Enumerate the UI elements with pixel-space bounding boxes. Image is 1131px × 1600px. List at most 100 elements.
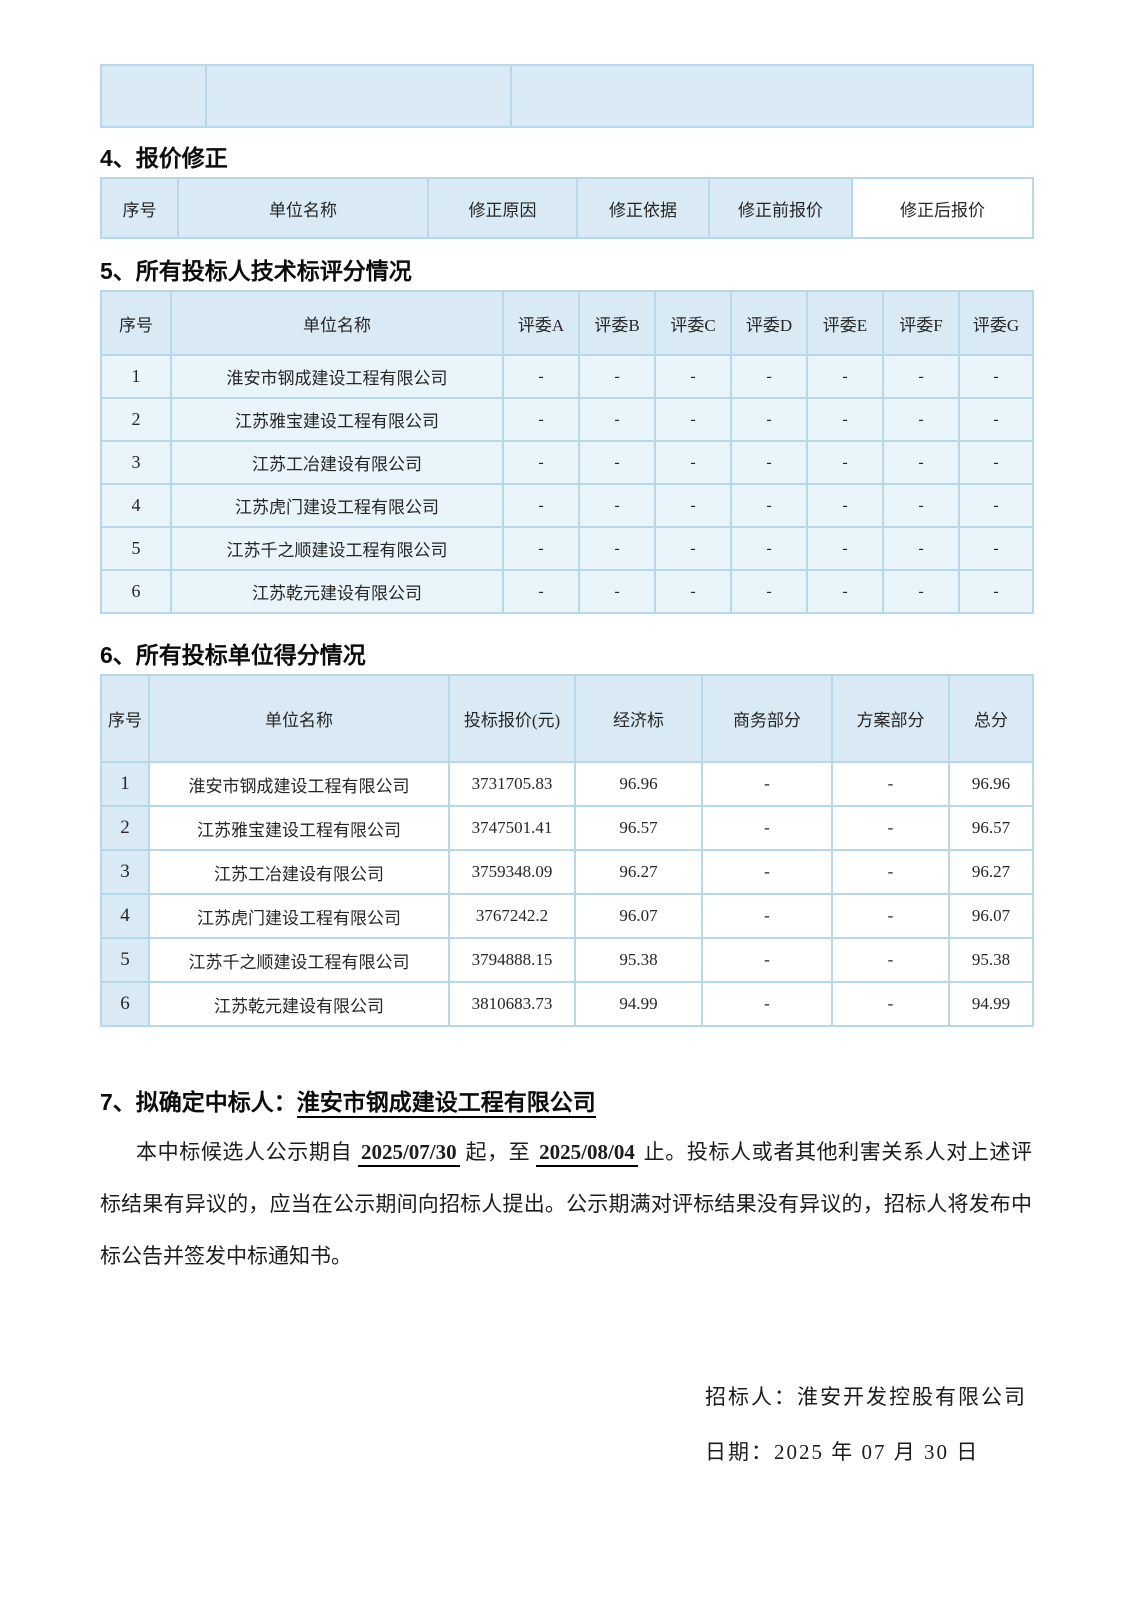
column-header: 序号 [100,674,150,763]
company-name: 淮安市钢成建设工程有限公司 [170,354,504,399]
row-index: 6 [100,981,150,1027]
table-row: 4 江苏虎门建设工程有限公司 - - - - - - - [100,483,1034,528]
judge-score: - [958,440,1034,485]
empty-cell [205,64,512,128]
empty-cell [510,64,1034,128]
bid-price: 3731705.83 [448,761,576,807]
row-index: 2 [100,805,150,851]
judge-score: - [958,354,1034,399]
judge-score: - [502,440,580,485]
publicity-end-date: 2025/08/04 [536,1140,638,1167]
column-header: 评委F [882,290,960,356]
date-line: 日期：2025 年 07 月 30 日 [705,1440,980,1464]
plan-score: - [831,761,950,807]
notice-text: 本中标候选人公示期自 [136,1140,358,1164]
judge-score: - [958,397,1034,442]
column-header: 修正前报价 [708,177,853,239]
column-header: 评委A [502,290,580,356]
bid-price: 3810683.73 [448,981,576,1027]
table-row: 2 江苏雅宝建设工程有限公司 3747501.41 96.57- -96.57 [100,805,1034,851]
column-header: 单位名称 [148,674,450,763]
row-index: 5 [100,937,150,983]
table-row: 6 江苏乾元建设有限公司 3810683.73 94.99- -94.99 [100,981,1034,1027]
judge-score: - [806,483,884,528]
bid-price: 3747501.41 [448,805,576,851]
column-header: 序号 [100,290,172,356]
judge-score: - [806,354,884,399]
column-header: 投标报价(元) [448,674,576,763]
judge-score: - [654,354,732,399]
column-header: 经济标 [574,674,703,763]
company-name: 江苏乾元建设有限公司 [170,569,504,614]
table-row: 3 江苏工冶建设有限公司 3759348.09 96.27- -96.27 [100,849,1034,895]
judge-score: - [806,440,884,485]
section7-title: 7、拟确定中标人：淮安市钢成建设工程有限公司 [100,1087,1032,1118]
tech-score-tbody: 1 淮安市钢成建设工程有限公司 - - - - - - -2 江苏雅宝建设工程有限公司 - - - - - -… [100,354,1034,614]
column-header: 修正后报价 [851,177,1034,239]
row-index: 3 [100,440,172,485]
judge-score: - [730,354,808,399]
row-index: 1 [100,354,172,399]
table-row: 6 江苏乾元建设有限公司 - - - - - - - [100,569,1034,614]
judge-score: - [502,483,580,528]
row-index: 4 [100,893,150,939]
judge-score: - [654,483,732,528]
business-score: - [701,761,833,807]
column-header: 评委C [654,290,732,356]
judge-score: - [806,526,884,571]
price-correction-table: 序号 单位名称 修正原因 修正依据 修正前报价 修正后报价 [100,177,1034,239]
judge-score: - [654,397,732,442]
bid-price: 3794888.15 [448,937,576,983]
column-header: 总分 [948,674,1034,763]
tenderer-line: 招标人：淮安开发控股有限公司 [705,1385,1027,1409]
table-header-row: 序号 单位名称 投标报价(元) 经济标 商务部分 方案部分 总分 [100,674,1034,763]
notice-text: 止。投标人或者其他利害关系人对上述评标结果有异议的，应当在公示期间向招标人提出。… [100,1140,1033,1268]
notice-text: 起，至 [459,1140,537,1164]
judge-score: - [958,569,1034,614]
column-header: 方案部分 [831,674,950,763]
table-row: 3 江苏工冶建设有限公司 - - - - - - - [100,440,1034,485]
judge-score: - [654,569,732,614]
table-row: 5 江苏千之顺建设工程有限公司 - - - - - - - [100,526,1034,571]
judge-score: - [502,526,580,571]
column-header: 序号 [100,177,179,239]
judge-score: - [882,397,960,442]
bid-price: 3767242.2 [448,893,576,939]
row-index: 3 [100,849,150,895]
plan-score: - [831,981,950,1027]
judge-score: - [578,526,656,571]
company-name: 江苏雅宝建设工程有限公司 [148,805,450,851]
table-row: 5 江苏千之顺建设工程有限公司 3794888.15 95.38- -95.38 [100,937,1034,983]
tech-score-table: 序号 单位名称 评委A 评委B 评委C 评委D 评委E 评委F 评委G 1 淮安市… [100,290,1034,614]
judge-score: - [654,526,732,571]
judge-score: - [730,440,808,485]
business-score: - [701,893,833,939]
column-header: 评委B [578,290,656,356]
judge-score: - [958,483,1034,528]
economic-score: 96.27 [574,849,703,895]
economic-score: 95.38 [574,937,703,983]
judge-score: - [730,569,808,614]
table-row [100,64,1034,128]
publicity-start-date: 2025/07/30 [357,1140,460,1167]
section6-title: 6、所有投标单位得分情况 [100,642,366,668]
judge-score: - [730,526,808,571]
company-name: 淮安市钢成建设工程有限公司 [148,761,450,807]
column-header: 单位名称 [177,177,429,239]
company-name: 江苏工冶建设有限公司 [148,849,450,895]
total-score: 94.99 [948,981,1034,1027]
economic-score: 96.96 [574,761,703,807]
judge-score: - [882,483,960,528]
business-score: - [701,805,833,851]
bid-price: 3759348.09 [448,849,576,895]
judge-score: - [958,526,1034,571]
judge-score: - [730,483,808,528]
column-header: 单位名称 [170,290,504,356]
plan-score: - [831,893,950,939]
judge-score: - [578,440,656,485]
section7-label: 7、拟确定中标人： [100,1089,297,1115]
column-header: 评委D [730,290,808,356]
judge-score: - [578,569,656,614]
judge-score: - [882,569,960,614]
